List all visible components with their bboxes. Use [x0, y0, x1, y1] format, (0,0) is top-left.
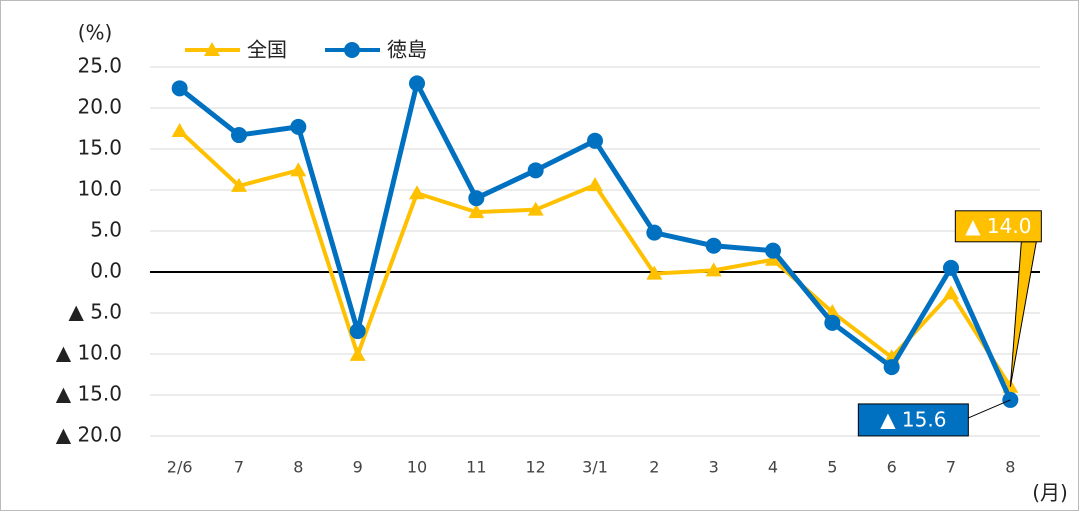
y-tick-label: 0.0 — [90, 259, 122, 283]
marker — [204, 42, 220, 56]
marker — [765, 242, 781, 259]
marker — [349, 346, 366, 361]
data-label: ▲ 15.6 — [880, 407, 946, 431]
marker — [231, 177, 247, 192]
marker — [349, 323, 366, 340]
x-tick-label: 5 — [827, 458, 837, 477]
y-tick-label: ▲ 20.0 — [56, 423, 122, 447]
marker — [587, 177, 603, 192]
marker — [646, 265, 663, 280]
x-tick-label: 9 — [353, 458, 363, 477]
marker — [409, 75, 425, 92]
marker — [231, 127, 247, 144]
marker — [527, 201, 544, 216]
marker — [883, 359, 900, 376]
marker — [943, 285, 959, 300]
callout-pointer — [968, 399, 1011, 419]
x-tick-label: 8 — [293, 458, 303, 477]
legend-label: 全国 — [247, 38, 287, 62]
x-tick-label: 8 — [1005, 458, 1015, 477]
marker — [527, 162, 544, 179]
x-tick-label: 10 — [407, 458, 427, 477]
x-axis-label: (月) — [1032, 481, 1068, 505]
marker — [765, 251, 781, 266]
marker — [290, 162, 307, 177]
x-tick-label: 4 — [768, 458, 778, 477]
data-label: ▲ 14.0 — [965, 214, 1031, 238]
marker — [344, 42, 360, 58]
marker — [171, 80, 188, 97]
x-tick-label: 6 — [887, 458, 897, 477]
y-tick-label: 20.0 — [77, 95, 122, 119]
y-tick-label: ▲ 15.0 — [56, 382, 122, 406]
x-tick-label: 3/1 — [582, 458, 608, 477]
x-tick-label: 7 — [946, 458, 956, 477]
marker — [409, 185, 425, 200]
marker — [646, 224, 663, 241]
x-tick-label: 3 — [709, 458, 719, 477]
x-tick-label: 11 — [466, 458, 486, 477]
y-tick-label: 5.0 — [90, 218, 122, 242]
callout-box — [857, 403, 969, 437]
x-tick-label: 7 — [234, 458, 244, 477]
marker — [705, 237, 722, 254]
x-tick-label: 2/6 — [167, 458, 193, 477]
y-tick-label: 10.0 — [77, 177, 122, 201]
x-tick-label: 12 — [525, 458, 545, 477]
x-tick-label: 2 — [649, 458, 659, 477]
y-tick-label: ▲ 5.0 — [68, 300, 122, 324]
marker — [468, 190, 485, 207]
y-tick-label: 25.0 — [77, 54, 122, 78]
marker — [290, 118, 307, 135]
legend-label: 徳島 — [387, 38, 427, 62]
y-axis-label: (%) — [78, 21, 113, 45]
marker — [587, 132, 603, 149]
marker — [468, 204, 485, 219]
marker — [943, 259, 959, 276]
marker — [824, 314, 841, 331]
marker — [171, 122, 188, 137]
y-tick-label: ▲ 10.0 — [56, 341, 122, 365]
y-tick-label: 15.0 — [77, 136, 122, 160]
callout-box — [954, 210, 1042, 243]
marker — [705, 262, 722, 277]
